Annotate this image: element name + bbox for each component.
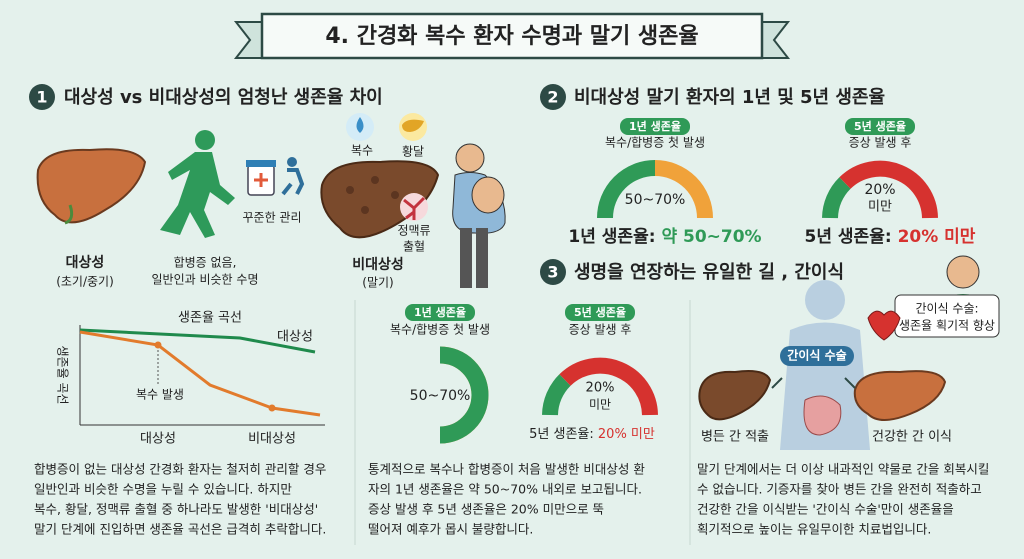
gauge-arc	[597, 160, 656, 219]
caption-label: 1년 생존율:	[568, 227, 661, 247]
paragraph-line: 합병증이 없는 대상성 간경화 환자는 철저히 관리할 경우	[34, 462, 326, 477]
caption-label: 5년 생존율:	[805, 227, 898, 247]
symptom-label: 출혈	[403, 240, 425, 254]
curve-x-label: 대상성	[140, 432, 176, 447]
symptom-label: 복수	[351, 144, 373, 158]
paragraph-line: 통계적으로 복수나 합병증이 처음 발생한 비대상성 환	[368, 462, 645, 477]
liver-icon	[698, 370, 947, 436]
ascites-icon	[346, 113, 374, 141]
badge	[620, 118, 690, 135]
curve-line-label: 대상성	[277, 330, 313, 345]
gauge-center: 20%	[586, 381, 615, 396]
badge-text: 5년 생존율	[574, 305, 626, 319]
healthy-liver-icon	[36, 148, 147, 225]
gauge-caption: 1년 생존율: 약 50~70%	[568, 226, 761, 247]
badge-text: 5년 생존율	[854, 119, 906, 133]
decompensated-curve	[79, 330, 321, 417]
section-heading: 대상성 vs 비대상성의 엄청난 생존율 차이	[64, 87, 383, 108]
paragraph-line: 자의 1년 생존율은 약 50~70% 내외로 보고됩니다.	[368, 482, 642, 497]
paragraph-line: 획기적으로 높이는 유일무이한 치료법입니다.	[697, 522, 931, 537]
caption-value: 20% 미만	[898, 227, 976, 247]
paragraph-line: 말기 단계에 진입하면 생존율 곡선은 급격히 추락합니다.	[34, 522, 326, 537]
decompensated-label: 비대상성	[352, 257, 404, 273]
gauge-caption: 5년 생존율: 20% 미만	[805, 227, 976, 247]
paragraph-line: 건강한 간을 이식받는 '간이식 수술'만이 생존율을	[697, 502, 954, 517]
runner-icon	[160, 130, 235, 238]
gauge-arc	[822, 177, 851, 219]
section-heading: 비대상성 말기 환자의 1년 및 5년 생존율	[574, 86, 885, 108]
jaundice-icon	[399, 113, 427, 141]
donut-sub: 복수/합병증 첫 발생	[390, 323, 490, 337]
care-icon	[246, 157, 305, 196]
paragraph-line: 말기 단계에서는 더 이상 내과적인 약물로 간을 회복시킬	[697, 462, 989, 477]
gauge-center: 20%	[864, 182, 895, 198]
surgery-pill-text: 간이식 수술	[787, 348, 846, 363]
gauge-arc	[542, 374, 571, 416]
compensated-sub: (초기/중기)	[56, 275, 114, 289]
procedure-label: 병든 간 적출	[701, 430, 769, 445]
curve-event-label: 복수 발생	[136, 388, 184, 402]
curve-y-label: 생존율 곡선	[56, 345, 70, 404]
paragraph-line: 일반인과 비슷한 수명을 누릴 수 있습니다. 하지만	[34, 482, 292, 497]
badge	[845, 118, 915, 135]
badge	[405, 304, 475, 321]
surgery-pill	[780, 346, 854, 366]
badge-text: 1년 생존율	[629, 119, 681, 133]
curve-point	[154, 341, 162, 349]
gauge-caption: 5년 생존율: 20% 미만	[529, 427, 655, 442]
heart-icon	[867, 310, 901, 341]
paragraph-line: 증상 발생 후 5년 생존율은 20% 미만으로 뚝	[368, 502, 604, 517]
title-ribbon	[233, 12, 791, 60]
compensated-label: 대상성	[66, 255, 105, 271]
symptom-label: 정맥류	[397, 224, 430, 238]
paragraph-line: 복수, 황달, 정맥류 출혈 중 하나라도 발생한 '비대상성'	[34, 502, 318, 517]
title: 4. 간경화 복수 환자 수명과 말기 생존율	[325, 24, 698, 49]
donut-center: 50~70%	[410, 388, 471, 404]
curve-x-label: 비대상성	[248, 432, 296, 447]
section-number: 3	[547, 263, 558, 282]
care-label: 꾸준한 관리	[242, 211, 301, 225]
caption-label: 5년 생존율:	[529, 427, 598, 442]
gauge-center: 미만	[868, 200, 892, 215]
curve-point	[268, 404, 276, 412]
gauge-sub: 증상 발생 후	[849, 136, 912, 150]
gauge-arc	[559, 357, 658, 416]
section-number: 1	[36, 88, 47, 107]
section-number-badge	[29, 84, 55, 110]
section-number: 2	[547, 88, 558, 107]
badge	[565, 304, 635, 321]
procedure-label: 건강한 간 이식	[872, 430, 952, 445]
paragraph-line: 수 없습니다. 기증자를 찾아 병든 간을 완전히 적출하고	[697, 482, 982, 497]
section-number-badge	[540, 84, 566, 110]
section-heading: 생명을 연장하는 유일한 길 , 간이식	[574, 261, 844, 283]
gauge-sub: 복수/합병증 첫 발생	[605, 136, 705, 150]
varices-icon	[400, 193, 428, 221]
section-number-badge	[540, 259, 566, 285]
gauge-center: 미만	[589, 398, 611, 412]
gauge-sub: 증상 발생 후	[569, 323, 632, 337]
paragraph-line: 떨어져 예후가 몹시 불량합니다.	[368, 522, 533, 537]
caption-value: 약 50~70%	[661, 226, 761, 247]
compensated-desc: 합병증 없음,	[174, 256, 237, 270]
patient-icon	[452, 143, 506, 288]
compensated-curve	[79, 328, 316, 354]
symptom-label: 황달	[402, 145, 424, 159]
curve-title: 생존율 곡선	[178, 311, 242, 326]
compensated-desc: 일반인과 비슷한 수명	[152, 273, 259, 287]
bubble-text: 간이식 수술:	[915, 302, 978, 316]
bubble-text: 생존율 획기적 향상	[899, 319, 995, 333]
donut-arc	[439, 346, 489, 444]
badge-text: 1년 생존율	[414, 305, 466, 319]
gauge-arc	[654, 160, 713, 219]
caption-value: 20% 미만	[598, 427, 655, 442]
decompensated-sub: (말기)	[362, 276, 393, 290]
gauge-arc	[839, 160, 938, 219]
gauge-center: 50~70%	[625, 192, 686, 208]
